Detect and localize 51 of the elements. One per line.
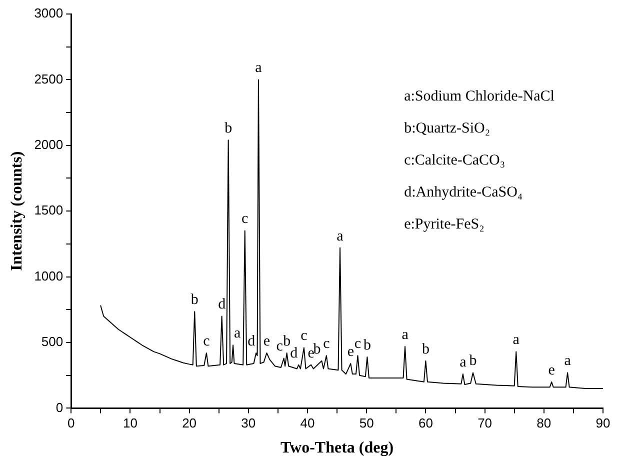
x-tick-label: 40 [300,416,315,431]
annotation: b [313,341,321,358]
x-tick-label: 0 [68,416,75,431]
annotation: d [290,345,298,362]
annotation: b [224,120,232,137]
y-tick-label: 0 [56,400,64,415]
annotation: c [300,328,308,344]
annotation: a [255,60,262,76]
y-tick-label: 3000 [34,6,64,21]
annotation: a [234,326,242,342]
x-tick-label: 80 [536,416,552,431]
annotation: c:Calcite-CaCO₃ [404,152,506,168]
x-tick-label: 10 [122,416,138,431]
annotation: a [564,353,572,370]
y-axis-title: Intensity (counts) [8,151,26,271]
y-tick-label: 1500 [34,202,64,218]
annotation: b [190,292,198,308]
annotation: a [512,332,520,348]
x-tick-label: 20 [182,416,197,431]
y-tick-label: 2000 [34,136,64,152]
annotation: e [308,345,315,362]
annotation: d:Anhydrite-CaSO₄ [404,184,523,200]
annotation: b [363,337,371,354]
annotation: a:Sodium Chloride-NaCl [404,88,554,104]
annotation: e:Pyrite-FeS₂ [404,216,484,232]
annotation: a [336,228,344,244]
annotation: b [283,333,291,350]
annotation: c [276,338,284,355]
x-tick-label: 90 [596,416,610,431]
y-tick-label: 2500 [34,71,64,86]
x-tick-label: 70 [478,416,492,431]
annotation: b [422,341,430,358]
x-tick-label: 60 [418,416,433,431]
annotation: a [460,354,467,370]
annotation: a [402,326,409,343]
annotation: b:Quartz-SiO₂ [404,120,490,136]
x-tick-label: 50 [359,416,374,431]
annotation: e [347,344,354,360]
x-axis-title: Two-Theta (deg) [280,440,394,457]
annotation: d [248,333,256,350]
annotation: d [218,296,226,313]
annotation: b [469,353,477,370]
annotation: c [323,336,330,352]
annotation: e [263,333,270,350]
y-tick-label: 1000 [34,268,64,284]
annotation: c [354,336,362,352]
y-tick-label: 500 [41,334,64,350]
annotation: e [548,362,556,378]
annotation: c [242,211,249,228]
x-tick-label: 30 [241,416,256,431]
annotation: c [203,333,210,350]
